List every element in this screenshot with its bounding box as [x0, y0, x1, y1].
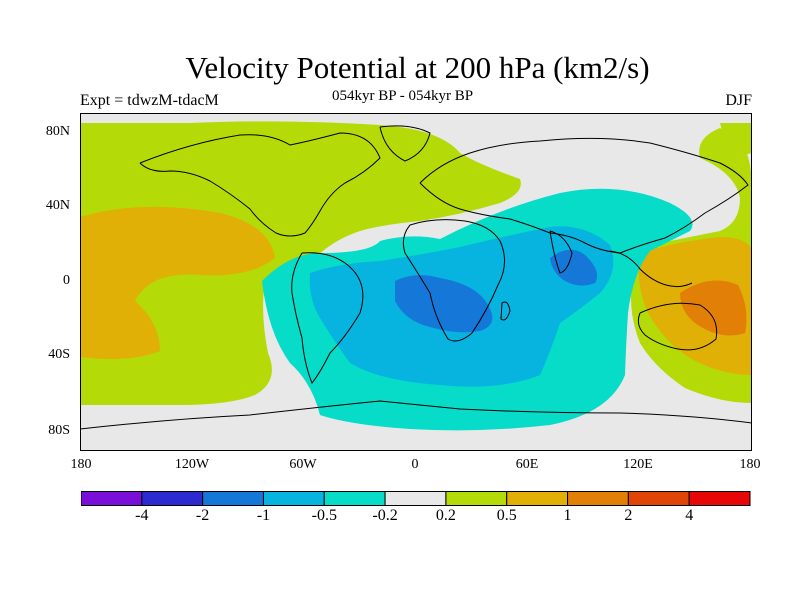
- colorbar-label: 4: [685, 507, 694, 524]
- colorbar-label: 2: [624, 507, 633, 524]
- lon-tick-120e: 120E: [623, 457, 653, 472]
- colorbar-box: [384, 491, 447, 506]
- period-label: 054kyr BP - 054kyr BP: [332, 88, 474, 104]
- lat-tick-40n: 40N: [45, 198, 70, 213]
- colorbar-box: [506, 491, 569, 506]
- coastlines: [80, 125, 752, 430]
- lon-tick-0: 0: [411, 457, 419, 472]
- map-panel: [80, 113, 752, 451]
- colorbar-box: [567, 491, 629, 506]
- map-frame: [80, 113, 752, 451]
- colorbar-box: [262, 491, 325, 506]
- lat-tick-80s: 80S: [48, 423, 70, 438]
- colorbar-label: -0.2: [372, 507, 398, 524]
- colorbar-label: 1: [563, 507, 572, 524]
- strong-positive-core: [680, 280, 747, 336]
- negative-core-africa: [395, 275, 493, 333]
- lon-tick-180w: 180: [70, 457, 92, 472]
- colorbar-label: 0.2: [435, 507, 456, 524]
- colorbar-box: [688, 491, 751, 506]
- colorbar-label: -0.5: [311, 507, 337, 524]
- lon-tick-60w: 60W: [289, 457, 317, 472]
- colorbar-box: [141, 491, 204, 506]
- experiment-label: Expt = tdwzM-tdacM: [80, 92, 219, 109]
- colorbar: [81, 491, 751, 506]
- colorbar-box: [202, 491, 264, 506]
- plot-title: Velocity Potential at 200 hPa (km2/s): [185, 50, 650, 85]
- colorbar-label: -4: [135, 507, 149, 524]
- lon-tick-180e: 180: [739, 457, 761, 472]
- lat-tick-0: 0: [63, 273, 70, 288]
- colorbar-box: [445, 491, 508, 506]
- colorbar-box: [627, 491, 690, 506]
- colorbar-label: 0.5: [496, 507, 517, 524]
- lon-tick-60e: 60E: [515, 457, 539, 472]
- colorbar-box: [81, 491, 143, 506]
- colorbar-box: [323, 491, 386, 506]
- lon-tick-120w: 120W: [174, 457, 210, 472]
- negative-core-india: [550, 249, 598, 286]
- moderate-positive-east-pacific: [80, 206, 275, 359]
- positive-patch-arctic: [720, 123, 752, 155]
- season-label: DJF: [725, 92, 752, 109]
- lat-tick-40s: 40S: [48, 347, 70, 362]
- colorbar-label: -1: [256, 507, 271, 524]
- lat-tick-80n: 80N: [45, 124, 70, 139]
- colorbar-label: -2: [195, 507, 210, 524]
